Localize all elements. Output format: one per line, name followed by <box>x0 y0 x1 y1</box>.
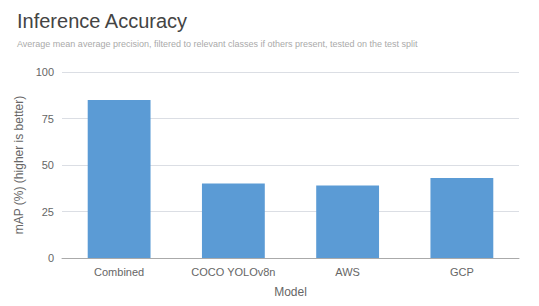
svg-text:GCP: GCP <box>450 266 474 278</box>
svg-text:mAP (%) (higher is better): mAP (%) (higher is better) <box>12 96 26 235</box>
svg-text:Combined: Combined <box>94 266 144 278</box>
svg-text:100: 100 <box>36 66 54 78</box>
svg-text:50: 50 <box>42 159 54 171</box>
svg-text:25: 25 <box>42 206 54 218</box>
svg-text:75: 75 <box>42 113 54 125</box>
svg-text:Model: Model <box>274 285 307 299</box>
svg-text:COCO YOLOv8n: COCO YOLOv8n <box>191 266 275 278</box>
svg-text:Average mean average precision: Average mean average precision, filtered… <box>17 39 418 49</box>
svg-text:AWS: AWS <box>335 266 360 278</box>
svg-text:0: 0 <box>48 252 54 264</box>
svg-text:Inference Accuracy: Inference Accuracy <box>17 10 187 32</box>
